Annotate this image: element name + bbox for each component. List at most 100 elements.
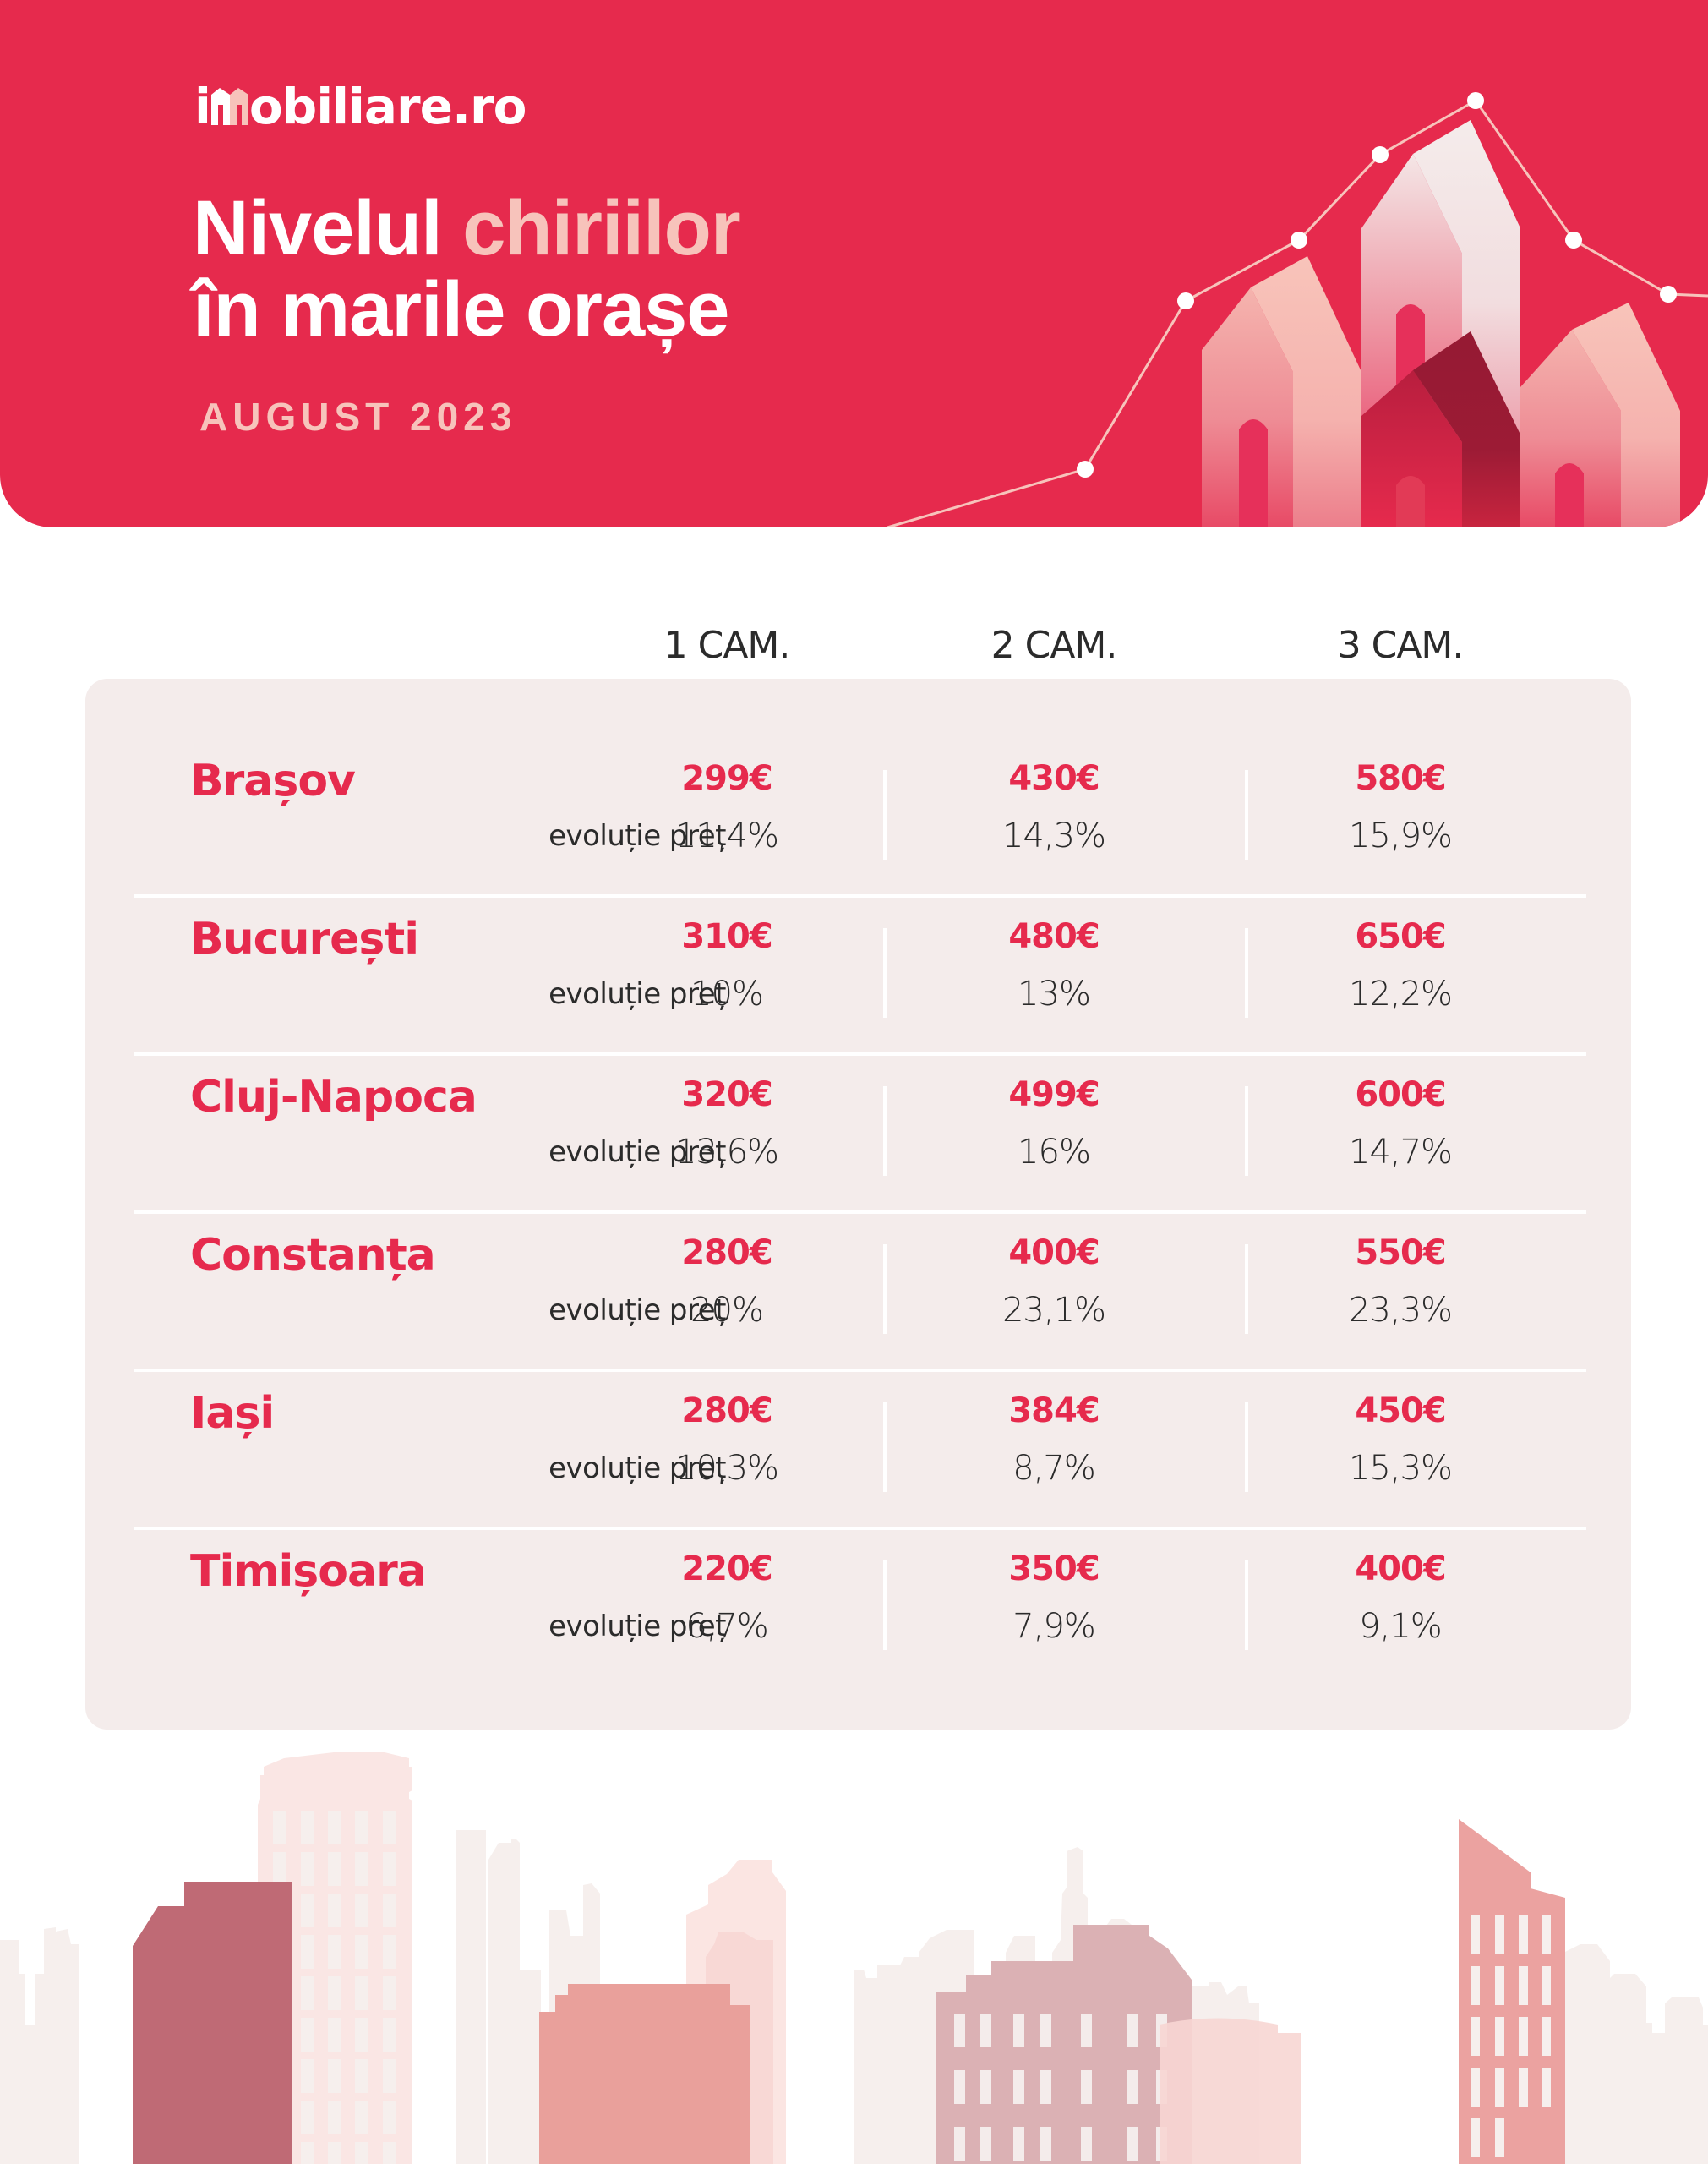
window: [1495, 1966, 1504, 2005]
table-row: Iași 280€ 10,3% 384€ 8,7% 450€ 15,3% evoluție p…: [85, 1314, 1631, 1530]
rent-price: 450€: [1355, 1391, 1446, 1430]
rent-price: 384€: [1008, 1391, 1100, 1430]
window: [355, 2059, 368, 2093]
window: [383, 2142, 396, 2164]
window: [355, 1852, 368, 1886]
window: [1127, 2070, 1138, 2104]
window: [980, 2014, 991, 2047]
evolution-label: evoluție preț: [548, 977, 726, 1011]
window: [980, 2070, 991, 2104]
window: [383, 2059, 396, 2093]
price-evolution: 6,7%: [685, 1607, 769, 1646]
rent-price: 550€: [1355, 1233, 1446, 1272]
tower-right-windows: [1471, 1915, 1551, 2157]
window: [301, 2018, 314, 2052]
window: [301, 1935, 314, 1969]
window: [1013, 2014, 1024, 2047]
rent-price: 299€: [681, 759, 772, 798]
trend-point: [1372, 146, 1389, 163]
city-name: Cluj-Napoca: [190, 1072, 477, 1123]
window: [301, 1811, 314, 1844]
window: [1495, 2068, 1504, 2107]
rent-price: 430€: [1008, 759, 1100, 798]
window: [328, 1852, 341, 1886]
window: [383, 1976, 396, 2010]
window: [1127, 2014, 1138, 2047]
trend-point: [1467, 92, 1484, 109]
row-divider: [134, 894, 1586, 898]
window: [1542, 1966, 1551, 2005]
price-evolution: 13,6%: [674, 1133, 779, 1172]
window: [383, 1935, 396, 1969]
rent-price: 350€: [1008, 1549, 1100, 1588]
window: [1081, 2127, 1092, 2161]
column-divider: [1245, 1244, 1248, 1334]
window: [1081, 2014, 1092, 2047]
column-divider: [883, 770, 887, 860]
window: [1040, 2014, 1051, 2047]
window: [383, 1894, 396, 1927]
city-name: Timișoara: [190, 1546, 427, 1597]
row-divider: [134, 1052, 1586, 1056]
rent-price: 320€: [681, 1075, 772, 1114]
price-evolution: 13%: [1018, 975, 1091, 1014]
window: [383, 2018, 396, 2052]
rent-price: 480€: [1008, 917, 1100, 956]
table-row: București 310€ 10% 480€ 13% 650€ 12,2% evoluție…: [85, 839, 1631, 1056]
window: [328, 2101, 341, 2134]
price-evolution: 12,2%: [1348, 975, 1453, 1014]
house-dark: [1361, 331, 1520, 527]
city-name: Brașov: [190, 756, 356, 806]
window: [1519, 1915, 1528, 1954]
window: [301, 1894, 314, 1927]
rent-price: 499€: [1008, 1075, 1100, 1114]
evolution-label: evoluție preț: [548, 1609, 726, 1643]
window: [1081, 2070, 1092, 2104]
window: [383, 1852, 396, 1886]
window: [1471, 2068, 1480, 2107]
trend-point: [1077, 461, 1094, 478]
trend-point: [1565, 232, 1582, 249]
price-evolution: 7,9%: [1012, 1607, 1096, 1646]
evolution-label: evoluție preț: [548, 1135, 726, 1169]
price-evolution: 20%: [690, 1291, 764, 1330]
city-name: București: [190, 914, 419, 965]
window: [355, 1894, 368, 1927]
price-evolution: 8,7%: [1012, 1449, 1096, 1488]
building-mauve-light: [936, 1925, 1192, 2164]
building-mauve: [133, 1882, 292, 2164]
column-divider: [883, 1086, 887, 1176]
table-row: Cluj-Napoca 320€ 13,6% 499€ 16% 600€ 14,7% evol…: [85, 997, 1631, 1214]
price-evolution: 14,7%: [1348, 1133, 1453, 1172]
window: [1040, 2127, 1051, 2161]
building-salmon: [539, 1984, 750, 2164]
rent-price: 280€: [681, 1391, 772, 1430]
rent-price: 280€: [681, 1233, 772, 1272]
window: [954, 2070, 965, 2104]
price-evolution: 14,3%: [1001, 817, 1106, 855]
price-evolution: 9,1%: [1359, 1607, 1443, 1646]
tower-right: [1459, 1819, 1565, 2164]
rent-price: 650€: [1355, 917, 1446, 956]
title-line2: în marile orașe: [193, 266, 729, 352]
evolution-label: evoluție preț: [548, 1293, 726, 1327]
window: [355, 1811, 368, 1844]
window: [1471, 2017, 1480, 2056]
window: [1495, 1915, 1504, 1954]
window: [328, 1976, 341, 2010]
window: [301, 1852, 314, 1886]
column-header-3-rooms: 3 CAM.: [1337, 624, 1465, 667]
window: [383, 1811, 396, 1844]
column-divider: [1245, 1086, 1248, 1176]
window: [1542, 2068, 1551, 2107]
price-evolution: 10,3%: [674, 1449, 779, 1488]
rent-price: 580€: [1355, 759, 1446, 798]
window: [1040, 2070, 1051, 2104]
page-title: Nivelul chiriilor în marile orașe: [193, 185, 741, 352]
title-part1: Nivelul: [193, 185, 463, 271]
column-header-2-rooms: 2 CAM.: [990, 624, 1118, 667]
trend-point: [1291, 232, 1307, 249]
window: [1495, 2017, 1504, 2056]
window: [328, 2018, 341, 2052]
window: [355, 2142, 368, 2164]
